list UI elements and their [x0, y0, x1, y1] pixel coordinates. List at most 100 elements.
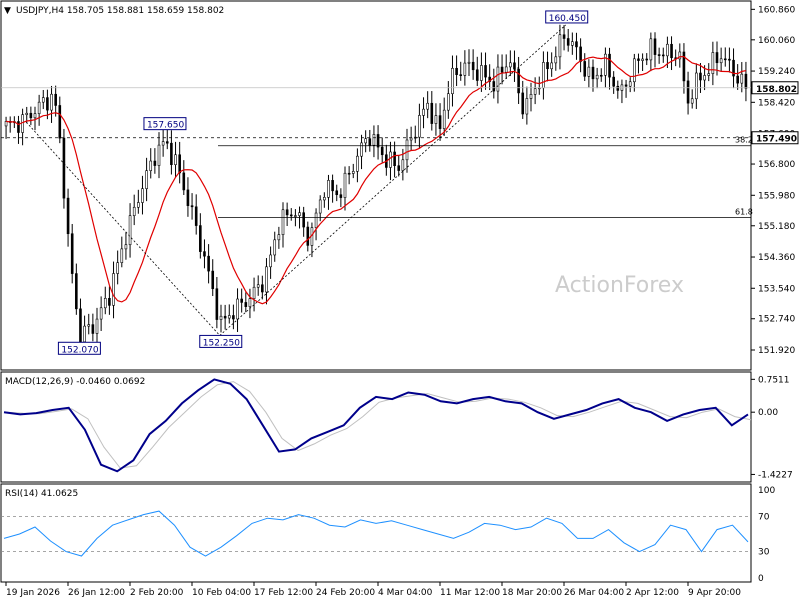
- y-tick-label: 154.360: [758, 253, 795, 263]
- candle-body: [740, 73, 744, 84]
- candle-body: [170, 142, 173, 165]
- candle-body: [393, 151, 396, 167]
- candle-body: [232, 315, 235, 320]
- y-tick-label: 156.800: [758, 160, 795, 170]
- main-price-chart: 38.2 61.8 160.450 157.650 152.070 152.250: [1, 10, 753, 355]
- candle-body: [612, 76, 615, 87]
- candle-body: [149, 160, 153, 171]
- candle-body: [17, 121, 20, 133]
- candle-body: [628, 81, 632, 87]
- price-annotation-box: [57, 341, 101, 355]
- candle-body: [103, 298, 107, 309]
- candle-body: [302, 212, 305, 228]
- candle-body: [298, 212, 301, 216]
- x-tick-label: 4 Mar 04:00: [378, 588, 433, 598]
- price-annotation-label: 152.250: [203, 338, 240, 348]
- fib-61-label: 61.8: [735, 207, 753, 216]
- candle-body: [480, 65, 483, 81]
- candle-body: [546, 62, 549, 70]
- candle-body: [194, 206, 198, 226]
- candle-body: [624, 84, 628, 87]
- candle-body: [132, 206, 136, 216]
- candle-body: [91, 324, 95, 334]
- rsi-tick-label: 30: [758, 548, 770, 558]
- candle-body: [174, 154, 177, 165]
- ohlc-header: USDJPY,H4 158.705 158.881 158.659 158.80…: [16, 6, 224, 16]
- x-tick-label: 17 Feb 12:00: [254, 588, 313, 598]
- macd-title: MACD(12,26,9) -0.0460 0.0692: [5, 377, 145, 387]
- candle-body: [587, 66, 591, 77]
- candle-body: [500, 66, 504, 73]
- candle-body: [223, 315, 227, 319]
- candle-body: [682, 51, 686, 82]
- candle-body: [616, 85, 620, 91]
- candle-body: [467, 61, 471, 64]
- y-tick-label: 151.920: [758, 346, 795, 356]
- price-annotation-label: 152.070: [61, 345, 98, 355]
- candle-body: [285, 209, 289, 216]
- candle-body: [25, 112, 29, 115]
- macd-line: [3, 378, 749, 473]
- candle-body: [583, 61, 587, 77]
- candle-body: [438, 115, 442, 129]
- candle-body: [641, 58, 644, 61]
- candle-body: [116, 262, 119, 274]
- rsi-tick-label: 100: [758, 486, 775, 496]
- y-tick-label: 155.980: [758, 191, 795, 201]
- current-price-tag-box: [751, 81, 799, 95]
- candle-body: [62, 137, 66, 199]
- trendline-down: [26, 121, 221, 336]
- candle-body: [178, 154, 181, 174]
- candle-body: [492, 81, 496, 92]
- candle-body: [54, 93, 57, 106]
- rsi-chart: [1, 510, 751, 557]
- candle-body: [442, 109, 446, 129]
- candle-body: [273, 239, 277, 256]
- candle-body: [405, 139, 409, 161]
- candle-body: [451, 67, 454, 95]
- candle-body: [294, 215, 297, 217]
- candle-body: [728, 58, 731, 61]
- price-annotation-box: [545, 10, 589, 24]
- candle-body: [137, 202, 140, 208]
- candle-body: [368, 138, 372, 146]
- candle-body: [120, 248, 124, 263]
- candle-body: [591, 66, 595, 80]
- main-panel-frame: [0, 0, 752, 371]
- candle-body: [58, 105, 62, 139]
- candle-body: [633, 58, 636, 83]
- candle-body: [471, 61, 475, 71]
- rsi-tick-label: 70: [758, 512, 770, 522]
- candle-body: [207, 255, 210, 272]
- candle-body: [422, 108, 425, 116]
- ohlc-header-arrow[interactable]: ▼: [4, 6, 11, 16]
- candle-body: [699, 72, 702, 81]
- candle-body: [430, 102, 434, 124]
- candle-body: [306, 226, 310, 246]
- candle-body: [99, 307, 103, 320]
- candle-body: [108, 298, 111, 306]
- x-tick-label: 26 Mar 04:00: [564, 588, 624, 598]
- candle-body: [401, 159, 405, 171]
- y-tick-label: 159.240: [758, 67, 795, 77]
- x-tick-label: 10 Feb 04:00: [192, 588, 251, 598]
- candle-body: [277, 234, 281, 241]
- candle-body: [360, 142, 363, 157]
- candle-body: [649, 38, 653, 61]
- macd-tick-label: 0.00: [758, 408, 778, 418]
- candle-body: [128, 215, 132, 246]
- candle-body: [575, 41, 578, 48]
- candle-body: [661, 54, 665, 57]
- candle-body: [248, 298, 252, 307]
- candle-body: [459, 74, 463, 76]
- x-tick-label: 2 Apr 12:00: [626, 588, 679, 598]
- candle-body: [124, 244, 128, 250]
- candle-body: [347, 172, 351, 175]
- candle-body: [736, 75, 739, 84]
- candle-body: [475, 69, 479, 81]
- candle-body: [509, 62, 512, 68]
- macd-chart: [3, 378, 752, 473]
- fib-38-label: 38.2: [735, 136, 753, 145]
- candle-body: [50, 93, 53, 111]
- candle-body: [265, 266, 268, 293]
